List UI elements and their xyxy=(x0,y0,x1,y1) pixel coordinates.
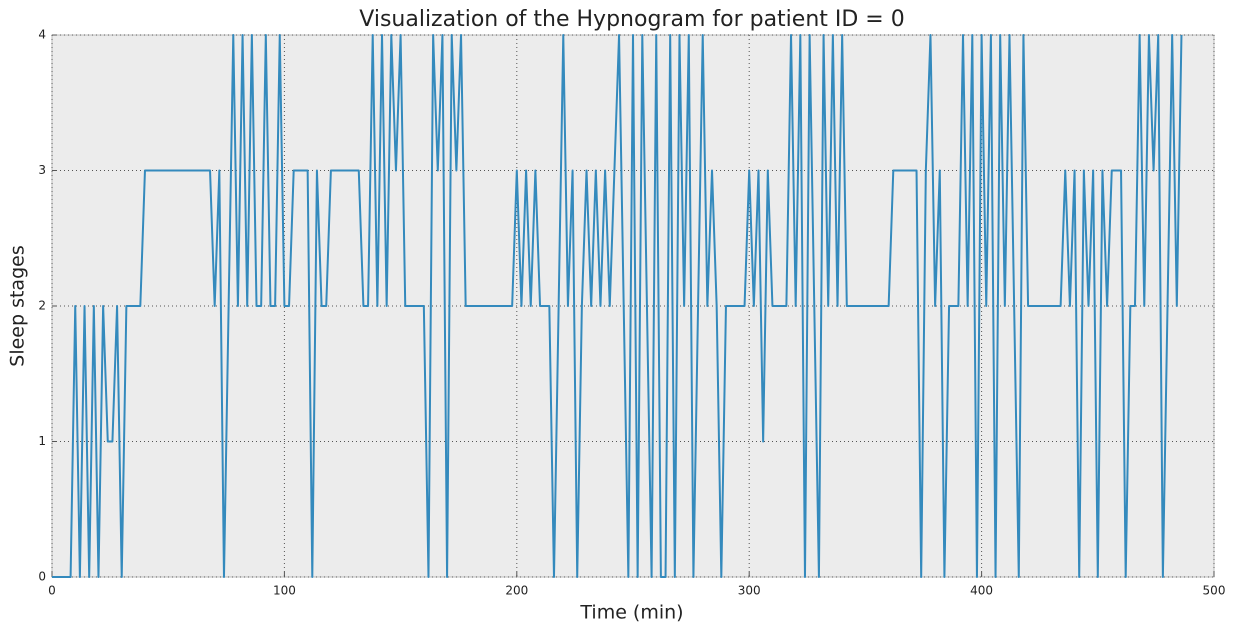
x-axis-label: Time (min) xyxy=(579,602,683,624)
y-tick-label: 0 xyxy=(38,570,46,584)
data-line xyxy=(52,34,1183,578)
x-tick-label: 0 xyxy=(48,584,56,598)
x-tick-label: 200 xyxy=(505,584,528,598)
y-tick-label: 3 xyxy=(38,163,46,177)
x-tick-label: 400 xyxy=(970,584,993,598)
y-tick-label: 1 xyxy=(38,434,46,448)
y-tick-label: 4 xyxy=(38,28,46,42)
y-axis-label: Sleep stages xyxy=(7,245,29,366)
chart-title: Visualization of the Hypnogram for patie… xyxy=(359,7,904,32)
x-tick-label: 500 xyxy=(1203,584,1226,598)
y-tick-label: 2 xyxy=(38,299,46,313)
x-tick-label: 300 xyxy=(738,584,761,598)
x-tick-label: 100 xyxy=(273,584,296,598)
